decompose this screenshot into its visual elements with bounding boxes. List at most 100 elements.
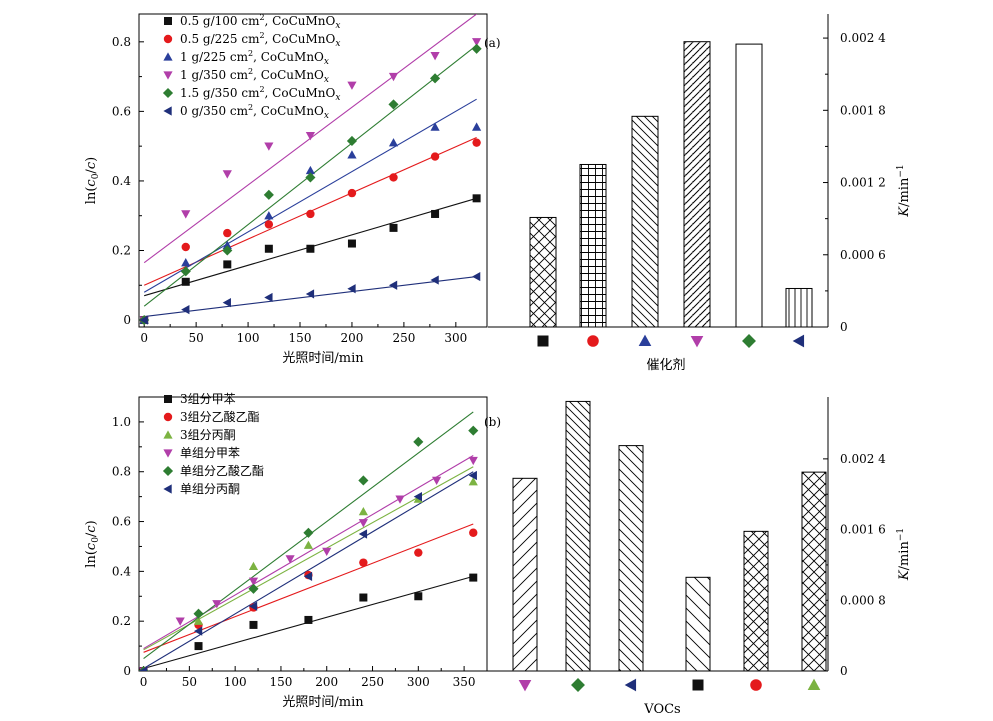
data-point: [194, 642, 203, 651]
right-axis-label: K/min−1: [896, 528, 912, 581]
data-point: [358, 506, 368, 516]
y-tick-label: 0.4: [112, 564, 131, 578]
legend-part: , CoCuMnO: [265, 86, 336, 100]
bar-category-marker: [692, 679, 704, 691]
bar-category-marker: [807, 678, 821, 691]
legend-label-3: 单组分甲苯: [180, 446, 240, 460]
legend-marker-4: [162, 465, 174, 477]
data-point: [388, 280, 398, 290]
x-tick-label: 350: [453, 675, 476, 689]
legend-label-0: 0.5 g/100 cm2, CoCuMnOx: [180, 13, 340, 31]
right-tick-label: 0: [840, 664, 848, 678]
legend-label-4: 单组分乙酸乙酯: [180, 463, 264, 478]
data-point: [388, 99, 399, 110]
data-point: [347, 150, 357, 159]
legend-label-4: 1.5 g/350 cm2, CoCuMnOx: [180, 85, 340, 103]
k-label-part: K: [897, 569, 912, 581]
data-point: [347, 81, 357, 90]
x-tick-label: 250: [392, 331, 415, 345]
scatter-frame: [138, 396, 488, 672]
legend-marker-0: [164, 395, 172, 403]
right-tick-label: 0.002 4: [840, 452, 886, 466]
legend-part: 2: [248, 49, 253, 58]
data-point: [264, 244, 273, 253]
data-point: [222, 170, 232, 179]
ylabel-part: c: [84, 179, 99, 187]
data-point: [347, 284, 356, 294]
x-tick-label: 100: [224, 675, 247, 689]
data-point: [285, 555, 295, 564]
right-axis-label: K/min−1: [896, 164, 912, 217]
x-tick-label: 150: [269, 675, 292, 689]
bar-1: [579, 163, 607, 328]
bar-category-marker: [537, 335, 549, 347]
right-tick-label: 0.002 4: [840, 31, 886, 45]
legend-part: , CoCuMnO: [253, 50, 324, 64]
legend-part: x: [335, 21, 340, 31]
data-point: [264, 220, 274, 229]
y-axis-label: ln(c0/c): [84, 520, 101, 567]
y-tick-label: 0: [123, 664, 131, 678]
bar-2: [631, 115, 659, 328]
data-point: [306, 209, 315, 219]
legend-part: 2: [248, 103, 253, 112]
y-tick-label: 0.6: [112, 515, 131, 529]
ylabel-part: /: [84, 532, 99, 537]
data-point: [305, 165, 316, 175]
bar-x-label: 催化剂: [646, 358, 685, 373]
ylabel-part: c: [84, 161, 99, 169]
data-point: [430, 275, 439, 285]
k-label-part: /min: [897, 541, 912, 571]
data-point: [431, 209, 440, 218]
data-point: [303, 571, 313, 581]
bar-category-marker: [750, 679, 762, 691]
data-point: [223, 260, 232, 269]
data-point: [303, 540, 314, 549]
data-point: [469, 573, 478, 582]
legend-marker-3: [163, 71, 173, 80]
fit-line-5: [143, 471, 474, 669]
data-point: [414, 548, 423, 557]
plot-area: [139, 14, 482, 326]
data-point: [359, 593, 368, 602]
k-label-part: K: [897, 206, 912, 218]
data-point: [395, 495, 405, 504]
data-point: [430, 152, 440, 161]
bar-category-marker: [571, 678, 585, 692]
legend-part: 2: [248, 67, 253, 76]
right-tick-label: 0.000 6: [840, 248, 886, 262]
bar-category-marker: [638, 334, 652, 347]
legend-part: x: [324, 111, 329, 121]
legend-part: 1 g/350 cm: [180, 68, 249, 82]
bar-category-marker: [624, 678, 637, 692]
bar-0: [529, 216, 557, 328]
data-point: [346, 135, 358, 146]
data-point: [264, 142, 274, 151]
data-point: [181, 210, 191, 219]
ylabel-part: ): [84, 520, 99, 525]
data-point: [248, 561, 259, 571]
x-tick-label: 300: [407, 675, 430, 689]
legend-label-3: 1 g/350 cm2, CoCuMnOx: [180, 67, 329, 85]
y-tick-label: 0: [123, 313, 131, 327]
legend-part: 2: [259, 31, 264, 40]
data-point: [305, 172, 316, 183]
data-point: [181, 277, 190, 286]
fit-line-2: [143, 98, 477, 293]
legend-part: , CoCuMnO: [265, 14, 336, 28]
legend-part: 1 g/225 cm: [180, 50, 249, 64]
data-point: [222, 298, 231, 308]
legend-part: , CoCuMnO: [253, 104, 324, 118]
bar-2: [618, 445, 644, 672]
bar-5: [785, 287, 813, 328]
y-tick-label: 0.2: [112, 243, 131, 257]
data-point: [389, 223, 398, 232]
data-point: [413, 492, 422, 502]
legend-part: , CoCuMnO: [253, 68, 324, 82]
data-point: [413, 436, 424, 447]
data-point: [389, 173, 398, 182]
bar-0: [512, 477, 538, 672]
legend-part: x: [324, 75, 329, 85]
y-axis-label: ln(c0/c): [84, 157, 101, 204]
